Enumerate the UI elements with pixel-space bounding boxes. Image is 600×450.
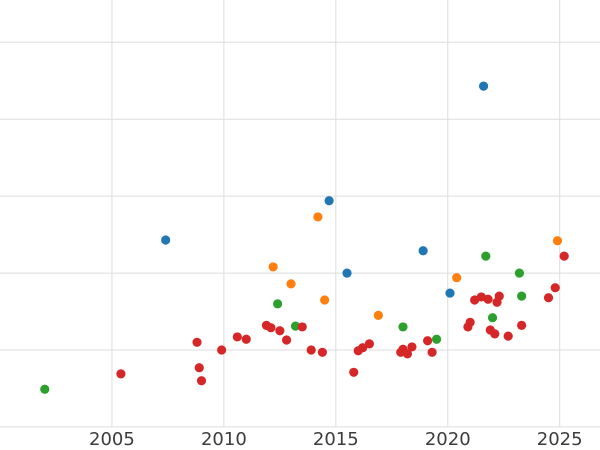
- data-point-series-red: [266, 323, 276, 333]
- data-point-series-red: [281, 335, 292, 345]
- data-point-series-red: [306, 345, 316, 355]
- data-point-series-blue: [342, 268, 352, 278]
- data-point-series-red: [232, 332, 242, 342]
- data-point-series-green: [398, 322, 408, 332]
- data-point-series-red: [241, 334, 251, 344]
- data-point-series-red: [483, 294, 493, 304]
- data-point-series-blue: [445, 288, 455, 298]
- data-point-series-red: [194, 363, 204, 373]
- data-point-series-green: [487, 313, 498, 323]
- data-point-series-blue: [478, 81, 489, 91]
- data-point-series-green: [273, 299, 283, 309]
- data-point-series-red: [116, 369, 126, 379]
- data-point-series-orange: [286, 279, 296, 289]
- data-point-series-orange: [373, 310, 383, 320]
- data-point-series-red: [364, 339, 375, 349]
- data-point-series-blue: [418, 246, 428, 256]
- data-point-series-red: [407, 342, 417, 352]
- data-point-series-red: [192, 337, 202, 347]
- data-point-series-red: [196, 376, 207, 386]
- data-point-series-green: [517, 291, 527, 301]
- data-point-series-red: [490, 329, 500, 339]
- data-point-series-orange: [268, 262, 278, 272]
- data-point-series-red: [217, 345, 227, 355]
- data-point-series-green: [481, 251, 491, 261]
- data-point-series-red: [427, 347, 437, 357]
- data-point-series-red: [275, 326, 285, 336]
- x-tick-label: 2005: [89, 429, 135, 450]
- data-point-series-orange: [552, 236, 563, 246]
- x-tick-label: 2020: [425, 429, 471, 450]
- data-point-series-red: [297, 322, 307, 332]
- data-point-series-red: [349, 367, 359, 377]
- x-tick-label: 2015: [313, 429, 359, 450]
- data-point-series-red: [494, 291, 504, 301]
- data-point-series-red: [402, 349, 413, 359]
- data-point-series-red: [517, 320, 527, 330]
- data-point-series-red: [543, 293, 554, 303]
- data-point-series-red: [550, 283, 560, 293]
- data-point-series-red: [503, 331, 513, 341]
- data-point-series-green: [290, 321, 301, 331]
- data-point-series-red: [423, 336, 433, 346]
- x-tick-label: 2010: [201, 429, 247, 450]
- data-point-series-red: [358, 343, 368, 353]
- data-point-series-blue: [324, 196, 334, 206]
- data-point-series-orange: [452, 273, 462, 283]
- data-point-series-green: [40, 384, 50, 394]
- data-point-series-green: [514, 268, 525, 278]
- data-point-series-orange: [313, 212, 323, 222]
- data-point-series-red: [559, 251, 569, 261]
- data-point-series-red: [317, 347, 327, 357]
- x-tick-label: 2025: [537, 429, 583, 450]
- data-point-series-blue: [161, 235, 171, 245]
- data-point-series-red: [465, 317, 475, 327]
- data-point-series-green: [431, 334, 442, 344]
- data-point-series-orange: [320, 295, 330, 305]
